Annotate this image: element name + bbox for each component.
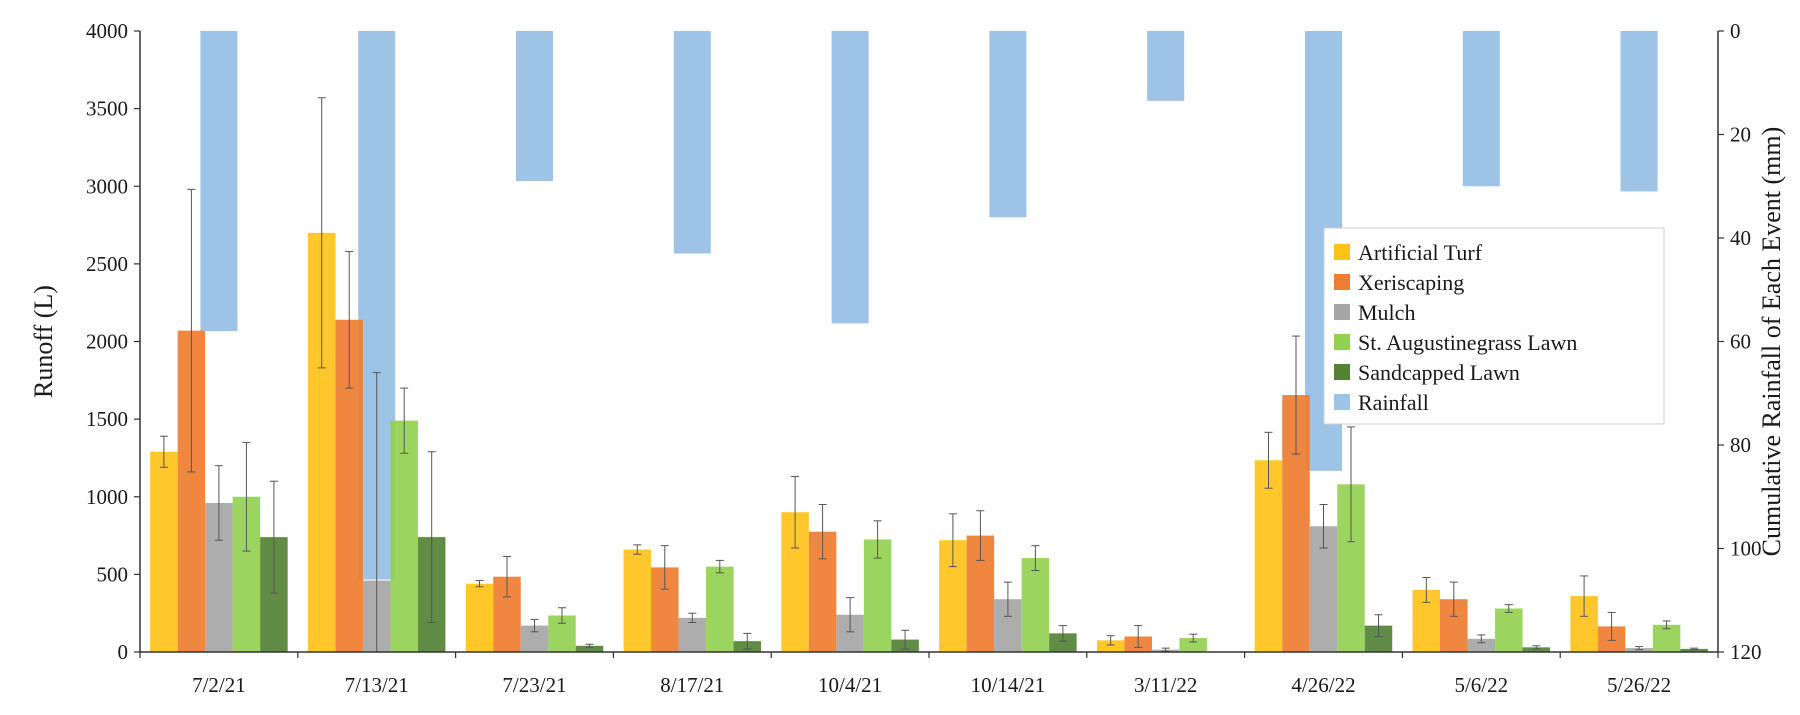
y2-tick-label: 80 [1730,433,1751,457]
x-tick-label: 3/11/22 [1134,673,1197,697]
runoff-bar [623,549,652,652]
y-tick-label: 1000 [86,485,128,509]
x-tick-label: 10/4/21 [818,673,882,697]
runoff-bar [1652,624,1681,652]
legend-swatch [1334,274,1350,290]
y2-tick-label: 0 [1730,19,1741,43]
rainfall-bar [1147,31,1185,101]
legend-label: St. Augustinegrass Lawn [1358,330,1577,355]
runoff-bar [1021,558,1050,652]
y2-tick-label: 100 [1730,537,1762,561]
y2-tick-label: 20 [1730,123,1751,147]
y-tick-label: 1500 [86,407,128,431]
legend-swatch [1334,244,1350,260]
runoff-bar [1522,647,1551,652]
runoff-bar [678,617,707,652]
rainfall-bar [1620,31,1658,192]
legend-label: Xeriscaping [1358,270,1464,295]
legend-swatch [1334,304,1350,320]
runoff-bar [1495,608,1523,652]
y2-tick-label: 40 [1730,226,1751,250]
rainfall-bar [831,31,869,324]
rainfall-bar [673,31,711,254]
runoff-bar [1467,638,1496,652]
x-tick-label: 4/26/22 [1291,673,1355,697]
legend-label: Rainfall [1358,390,1429,415]
legend-swatch [1334,334,1350,350]
legend-label: Mulch [1358,300,1415,325]
runoff-bar [1680,648,1708,652]
legend-label: Artificial Turf [1358,240,1483,265]
runoff-bar [575,645,604,652]
runoff-bar [1096,640,1125,652]
legend-label: Sandcapped Lawn [1358,360,1520,385]
rainfall-bar [200,31,238,332]
x-tick-label: 5/6/22 [1454,673,1508,697]
runoff-bar [706,566,734,652]
x-tick-label: 7/23/21 [502,673,566,697]
x-tick-label: 5/26/22 [1607,673,1671,697]
runoff-bar [1179,638,1207,652]
x-tick-label: 8/17/21 [660,673,724,697]
y-axis-title: Runoff (L) [29,285,58,398]
runoff-bar [150,451,178,652]
runoff-bar [465,583,494,652]
legend-swatch [1334,364,1350,380]
y-tick-label: 4000 [86,19,128,43]
legend-swatch [1334,394,1350,410]
y-tick-label: 500 [97,562,129,586]
y2-axis-title: Cumulative Rainfall of Each Event (mm) [1757,127,1786,557]
runoff-bar [1254,460,1283,652]
y-tick-label: 3000 [86,174,128,198]
legend-box [1323,227,1665,425]
y2-tick-label: 120 [1730,640,1762,664]
y-tick-label: 2500 [86,252,128,276]
runoff-bar [1049,633,1077,652]
runoff-bar [390,420,418,652]
y2-tick-label: 60 [1730,330,1751,354]
x-tick-label: 10/14/21 [971,673,1046,697]
rainfall-bar [1462,31,1500,187]
y-tick-label: 3500 [86,97,128,121]
y-tick-label: 0 [118,640,129,664]
x-tick-label: 7/2/21 [192,673,246,697]
rainfall-bar [989,31,1027,218]
rainfall-bar [516,31,553,182]
y-tick-label: 2000 [86,330,128,354]
x-tick-label: 7/13/21 [345,673,409,697]
